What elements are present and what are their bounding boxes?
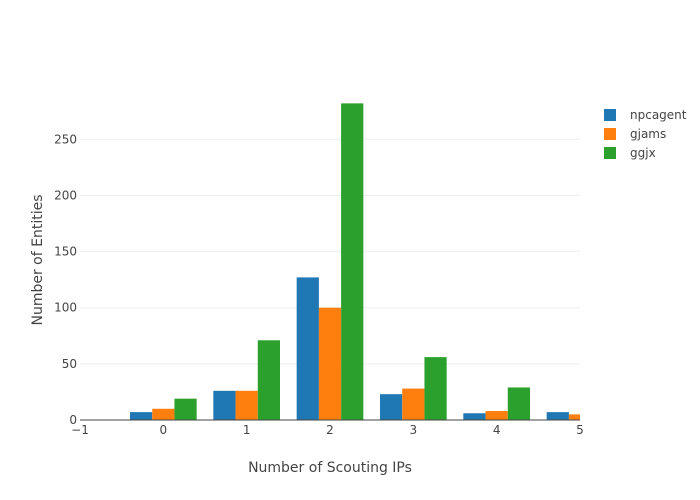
bar-gjams-1[interactable] bbox=[235, 390, 258, 420]
x-tick-label: 4 bbox=[493, 423, 501, 437]
legend[interactable]: npcagent gjams ggjx bbox=[604, 108, 687, 160]
bar-ggjx-3[interactable] bbox=[424, 357, 447, 420]
bar-npcagent-3[interactable] bbox=[380, 394, 403, 420]
grid-lines bbox=[80, 138, 580, 365]
y-tick-label: 100 bbox=[54, 301, 77, 315]
legend-label: gjams bbox=[630, 127, 666, 141]
bar-npcagent-2[interactable] bbox=[296, 277, 319, 420]
y-tick-label: 250 bbox=[54, 132, 77, 146]
bars bbox=[130, 103, 591, 420]
legend-item-ggjx[interactable]: ggjx bbox=[604, 146, 656, 160]
bar-gjams-3[interactable] bbox=[402, 388, 425, 420]
bar-ggjx-4[interactable] bbox=[507, 387, 530, 420]
x-tick-label: 5 bbox=[576, 423, 584, 437]
y-tick-label: 200 bbox=[54, 188, 77, 202]
legend-swatch bbox=[604, 128, 616, 140]
bar-ggjx-2[interactable] bbox=[341, 103, 364, 420]
x-tick-label: 1 bbox=[243, 423, 251, 437]
legend-item-npcagent[interactable]: npcagent bbox=[604, 108, 687, 122]
legend-label: ggjx bbox=[630, 146, 656, 160]
bar-gjams-5[interactable] bbox=[568, 414, 591, 420]
y-tick-label: 0 bbox=[69, 413, 77, 427]
x-tick-label: 2 bbox=[326, 423, 334, 437]
bar-gjams-4[interactable] bbox=[485, 411, 508, 420]
bar-npcagent-4[interactable] bbox=[463, 413, 486, 420]
bar-gjams-0[interactable] bbox=[152, 408, 175, 420]
y-axis-title: Number of Entities bbox=[30, 194, 46, 325]
legend-item-gjams[interactable]: gjams bbox=[604, 127, 666, 141]
y-tick-labels: 0 50 100 150 200 250 bbox=[54, 132, 77, 427]
bar-ggjx-0[interactable] bbox=[174, 398, 197, 420]
bar-npcagent-5[interactable] bbox=[546, 412, 569, 420]
x-tick-label: −1 bbox=[71, 423, 89, 437]
x-tick-label: 3 bbox=[410, 423, 418, 437]
bar-ggjx-1[interactable] bbox=[257, 340, 280, 420]
bar-npcagent-0[interactable] bbox=[130, 412, 153, 420]
legend-swatch bbox=[604, 109, 616, 121]
bar-gjams-2[interactable] bbox=[318, 307, 342, 420]
bar-npcagent-1[interactable] bbox=[213, 390, 236, 420]
y-tick-label: 150 bbox=[54, 245, 77, 259]
x-axis-title: Number of Scouting IPs bbox=[248, 460, 412, 476]
x-tick-labels: −1 0 1 2 3 4 5 bbox=[71, 423, 584, 437]
y-tick-label: 50 bbox=[62, 357, 77, 371]
legend-swatch bbox=[604, 147, 616, 159]
legend-label: npcagent bbox=[630, 108, 687, 122]
x-tick-label: 0 bbox=[160, 423, 168, 437]
